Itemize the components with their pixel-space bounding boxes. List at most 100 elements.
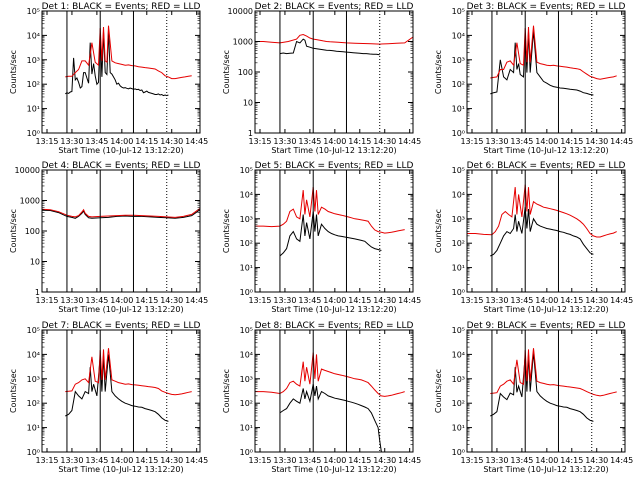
y-tick-label: 10¹: [27, 105, 40, 114]
x-tick-label: 14:00: [110, 456, 133, 465]
plot-frame: [41, 10, 201, 134]
x-tick-label: 13:15: [35, 456, 58, 465]
x-tick-label: 14:45: [610, 456, 633, 465]
y-axis-label: Counts/sec: [9, 369, 18, 413]
y-tick-label: 10³: [27, 375, 40, 384]
y-tick-label: 10⁴: [27, 350, 40, 359]
x-tick-label: 13:45: [85, 456, 108, 465]
x-tick-label: 13:45: [298, 296, 321, 305]
lld-series-line: [490, 25, 617, 80]
x-tick-label: 14:30: [160, 137, 183, 146]
x-tick-label: 14:00: [535, 456, 558, 465]
plot-frame: [254, 329, 414, 453]
y-tick-label: 10⁴: [240, 350, 253, 359]
x-tick-label: 13:30: [485, 137, 508, 146]
x-axis-label: Start Time (10-Jul-12 13:12:20): [271, 146, 396, 155]
events-series-line: [65, 354, 169, 422]
y-tick-label: 10¹: [240, 264, 253, 273]
y-tick-label: 10⁰: [452, 448, 465, 457]
y-axis-label: Counts/sec: [9, 50, 18, 94]
panel-title: Det 8: BLACK = Events; RED = LLD: [255, 321, 414, 331]
x-tick-label: 14:00: [110, 137, 133, 146]
plot-frame: [41, 329, 201, 453]
x-tick-label: 13:30: [273, 456, 296, 465]
x-tick-label: 13:45: [85, 137, 108, 146]
y-tick-label: 10⁵: [240, 166, 253, 175]
plot-frame: [466, 169, 626, 293]
x-tick-label: 13:15: [248, 137, 271, 146]
x-tick-label: 14:00: [323, 456, 346, 465]
events-series-line: [279, 38, 380, 56]
x-tick-label: 13:30: [60, 456, 83, 465]
y-tick-label: 10⁰: [452, 129, 465, 138]
x-tick-label: 14:15: [348, 456, 371, 465]
y-axis-label: Counts/sec: [9, 209, 18, 253]
panel-det-4: 13:15 13:30 13:45 14:00 14:15 14:30 14:45 1 10 10…: [9, 161, 208, 314]
y-tick-label: 10¹: [27, 424, 40, 433]
y-tick-label: 10¹: [452, 264, 465, 273]
y-tick-label: 10¹: [240, 424, 253, 433]
x-tick-label: 13:45: [510, 296, 533, 305]
panel-det-8: 13:15 13:30 13:45 14:00 14:15 14:30 14:45 10⁰ 10…: [222, 321, 421, 474]
y-tick-label: 10⁵: [452, 7, 465, 16]
x-tick-label: 13:15: [460, 456, 483, 465]
y-tick-label: 10: [30, 258, 40, 267]
panel-det-3: 13:15 13:30 13:45 14:00 14:15 14:30 14:45 10⁰ 10…: [434, 2, 633, 155]
x-axis-label: Start Time (10-Jul-12 13:12:20): [483, 465, 608, 474]
x-tick-label: 13:30: [60, 296, 83, 305]
x-tick-label: 14:45: [610, 296, 633, 305]
y-tick-label: 10²: [452, 239, 465, 248]
events-series-line: [490, 31, 594, 96]
y-tick-label: 10²: [27, 80, 40, 89]
y-tick-label: 1: [35, 288, 40, 297]
y-tick-label: 10²: [452, 399, 465, 408]
x-tick-label: 13:15: [35, 296, 58, 305]
panel-title: Det 3: BLACK = Events; RED = LLD: [467, 2, 626, 12]
y-tick-label: 10¹: [452, 424, 465, 433]
x-tick-label: 14:15: [560, 137, 583, 146]
plot-frame: [254, 10, 414, 134]
y-tick-label: 10²: [240, 399, 253, 408]
x-tick-label: 14:15: [560, 296, 583, 305]
x-tick-label: 14:30: [160, 456, 183, 465]
y-axis-label: Counts/sec: [434, 209, 443, 253]
x-tick-label: 13:45: [85, 296, 108, 305]
x-tick-label: 14:00: [323, 137, 346, 146]
x-tick-label: 14:45: [185, 137, 208, 146]
x-tick-label: 14:30: [585, 137, 608, 146]
x-tick-label: 13:30: [273, 137, 296, 146]
x-tick-label: 14:45: [398, 137, 421, 146]
y-axis-label: Counts/sec: [222, 209, 231, 253]
y-tick-label: 100: [25, 227, 40, 236]
panel-title: Det 5: BLACK = Events; RED = LLD: [255, 161, 414, 171]
x-tick-label: 14:45: [610, 137, 633, 146]
y-tick-label: 10³: [452, 215, 465, 224]
lld-series-line: [467, 184, 617, 238]
panel-det-5: 13:15 13:30 13:45 14:00 14:15 14:30 14:45 10⁰ 10…: [222, 161, 421, 314]
y-tick-label: 10⁰: [27, 448, 40, 457]
plot-frame: [466, 329, 626, 453]
y-axis-label: Counts/sec: [434, 50, 443, 94]
events-series-line: [490, 352, 594, 422]
events-series-line: [65, 31, 169, 97]
x-tick-label: 14:15: [135, 456, 158, 465]
x-tick-label: 13:30: [273, 296, 296, 305]
y-tick-label: 10⁵: [452, 166, 465, 175]
plot-frame: [466, 10, 626, 134]
y-tick-label: 10³: [452, 375, 465, 384]
y-tick-label: 10⁰: [240, 288, 253, 297]
y-tick-label: 10⁵: [27, 326, 40, 335]
x-tick-label: 14:15: [348, 137, 371, 146]
y-tick-label: 10⁰: [27, 129, 40, 138]
events-series-line: [490, 207, 594, 257]
x-tick-label: 13:45: [298, 456, 321, 465]
x-tick-label: 14:30: [373, 296, 396, 305]
x-tick-label: 14:15: [560, 456, 583, 465]
x-axis-label: Start Time (10-Jul-12 13:12:20): [483, 305, 608, 314]
lld-series-line: [65, 25, 192, 80]
panel-title: Det 6: BLACK = Events; RED = LLD: [467, 161, 626, 171]
y-tick-label: 10⁴: [240, 190, 253, 199]
y-tick-label: 10²: [452, 80, 465, 89]
y-tick-label: 10²: [27, 399, 40, 408]
